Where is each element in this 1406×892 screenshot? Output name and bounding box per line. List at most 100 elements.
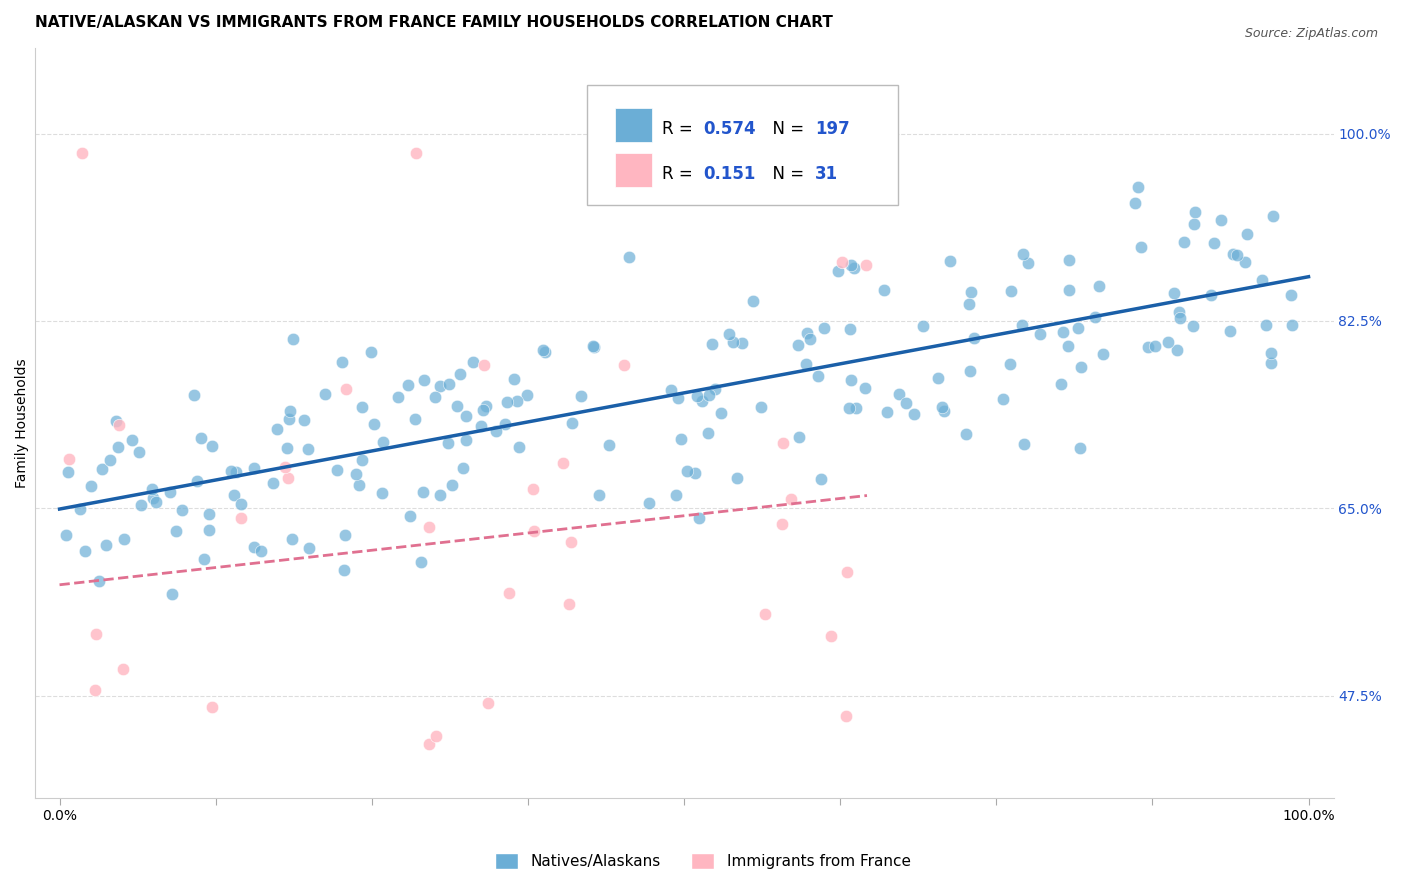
Point — [370, 486, 392, 500]
Point — [998, 357, 1021, 371]
Point — [1236, 227, 1258, 241]
Point — [749, 400, 772, 414]
Point — [838, 401, 860, 415]
Point — [690, 394, 713, 409]
Point — [404, 411, 426, 425]
Point — [470, 419, 492, 434]
Point — [502, 371, 524, 385]
Point — [344, 467, 367, 481]
Point — [350, 400, 373, 414]
Point — [333, 563, 356, 577]
Point — [413, 373, 436, 387]
Point — [939, 254, 962, 268]
Point — [314, 387, 336, 401]
Point — [371, 435, 394, 450]
Point — [676, 464, 699, 478]
FancyBboxPatch shape — [616, 108, 651, 142]
Point — [472, 403, 495, 417]
Point — [485, 424, 508, 438]
Point — [1226, 247, 1249, 261]
Point — [399, 508, 422, 523]
Point — [669, 432, 692, 446]
Point — [145, 494, 167, 508]
Text: 197: 197 — [815, 120, 851, 138]
Point — [201, 438, 224, 452]
Point — [86, 626, 108, 640]
Point — [1057, 252, 1080, 267]
Text: N =: N = — [762, 120, 810, 138]
Point — [1279, 287, 1302, 301]
Point — [250, 543, 273, 558]
Point — [717, 327, 740, 342]
Point — [418, 737, 440, 751]
Point — [350, 452, 373, 467]
Point — [959, 285, 981, 300]
Point — [613, 359, 636, 373]
Point — [100, 453, 122, 467]
Point — [58, 452, 80, 467]
Point — [198, 507, 221, 521]
Point — [508, 440, 530, 454]
Legend: Natives/Alaskans, Immigrants from France: Natives/Alaskans, Immigrants from France — [489, 847, 917, 875]
Point — [276, 442, 298, 456]
Point — [1011, 318, 1033, 332]
Text: R =: R = — [662, 120, 697, 138]
Point — [582, 340, 605, 354]
Point — [827, 264, 849, 278]
Point — [1012, 436, 1035, 450]
Point — [955, 427, 977, 442]
Point — [903, 407, 925, 421]
Point — [446, 399, 468, 413]
Point — [280, 404, 302, 418]
Point — [560, 535, 582, 549]
Point — [274, 460, 297, 475]
Point — [853, 381, 876, 395]
Point — [222, 488, 245, 502]
Point — [1182, 318, 1205, 333]
Point — [835, 565, 858, 579]
Point — [721, 335, 744, 350]
Point — [494, 417, 516, 431]
Point — [1067, 321, 1090, 335]
Point — [183, 388, 205, 402]
Point — [292, 413, 315, 427]
Point — [266, 422, 288, 436]
Point — [931, 401, 953, 415]
Point — [582, 339, 605, 353]
Point — [1091, 347, 1114, 361]
Point — [1144, 339, 1167, 353]
Point — [799, 331, 821, 345]
Point — [225, 465, 247, 479]
Text: N =: N = — [762, 165, 814, 183]
Point — [1123, 196, 1146, 211]
Text: 0.574: 0.574 — [703, 120, 756, 138]
Point — [534, 344, 557, 359]
Point — [141, 482, 163, 496]
Point — [363, 417, 385, 432]
Point — [1017, 256, 1039, 270]
Point — [112, 532, 135, 546]
Point — [710, 406, 733, 420]
Point — [1168, 310, 1191, 325]
Point — [281, 332, 304, 346]
Point — [297, 442, 319, 456]
Point — [425, 729, 447, 743]
Point — [165, 524, 187, 538]
Point — [1136, 340, 1159, 354]
Point — [121, 434, 143, 448]
Point — [1163, 285, 1185, 300]
Point — [159, 484, 181, 499]
Point — [993, 392, 1015, 406]
Point — [472, 358, 495, 372]
Point — [474, 399, 496, 413]
Point — [835, 709, 858, 723]
Point — [1052, 325, 1074, 339]
Point — [506, 394, 529, 409]
Point — [702, 336, 724, 351]
Point — [190, 431, 212, 445]
Point — [796, 326, 818, 340]
Point — [683, 466, 706, 480]
Point — [1084, 310, 1107, 324]
Point — [111, 662, 134, 676]
Point — [813, 321, 835, 335]
